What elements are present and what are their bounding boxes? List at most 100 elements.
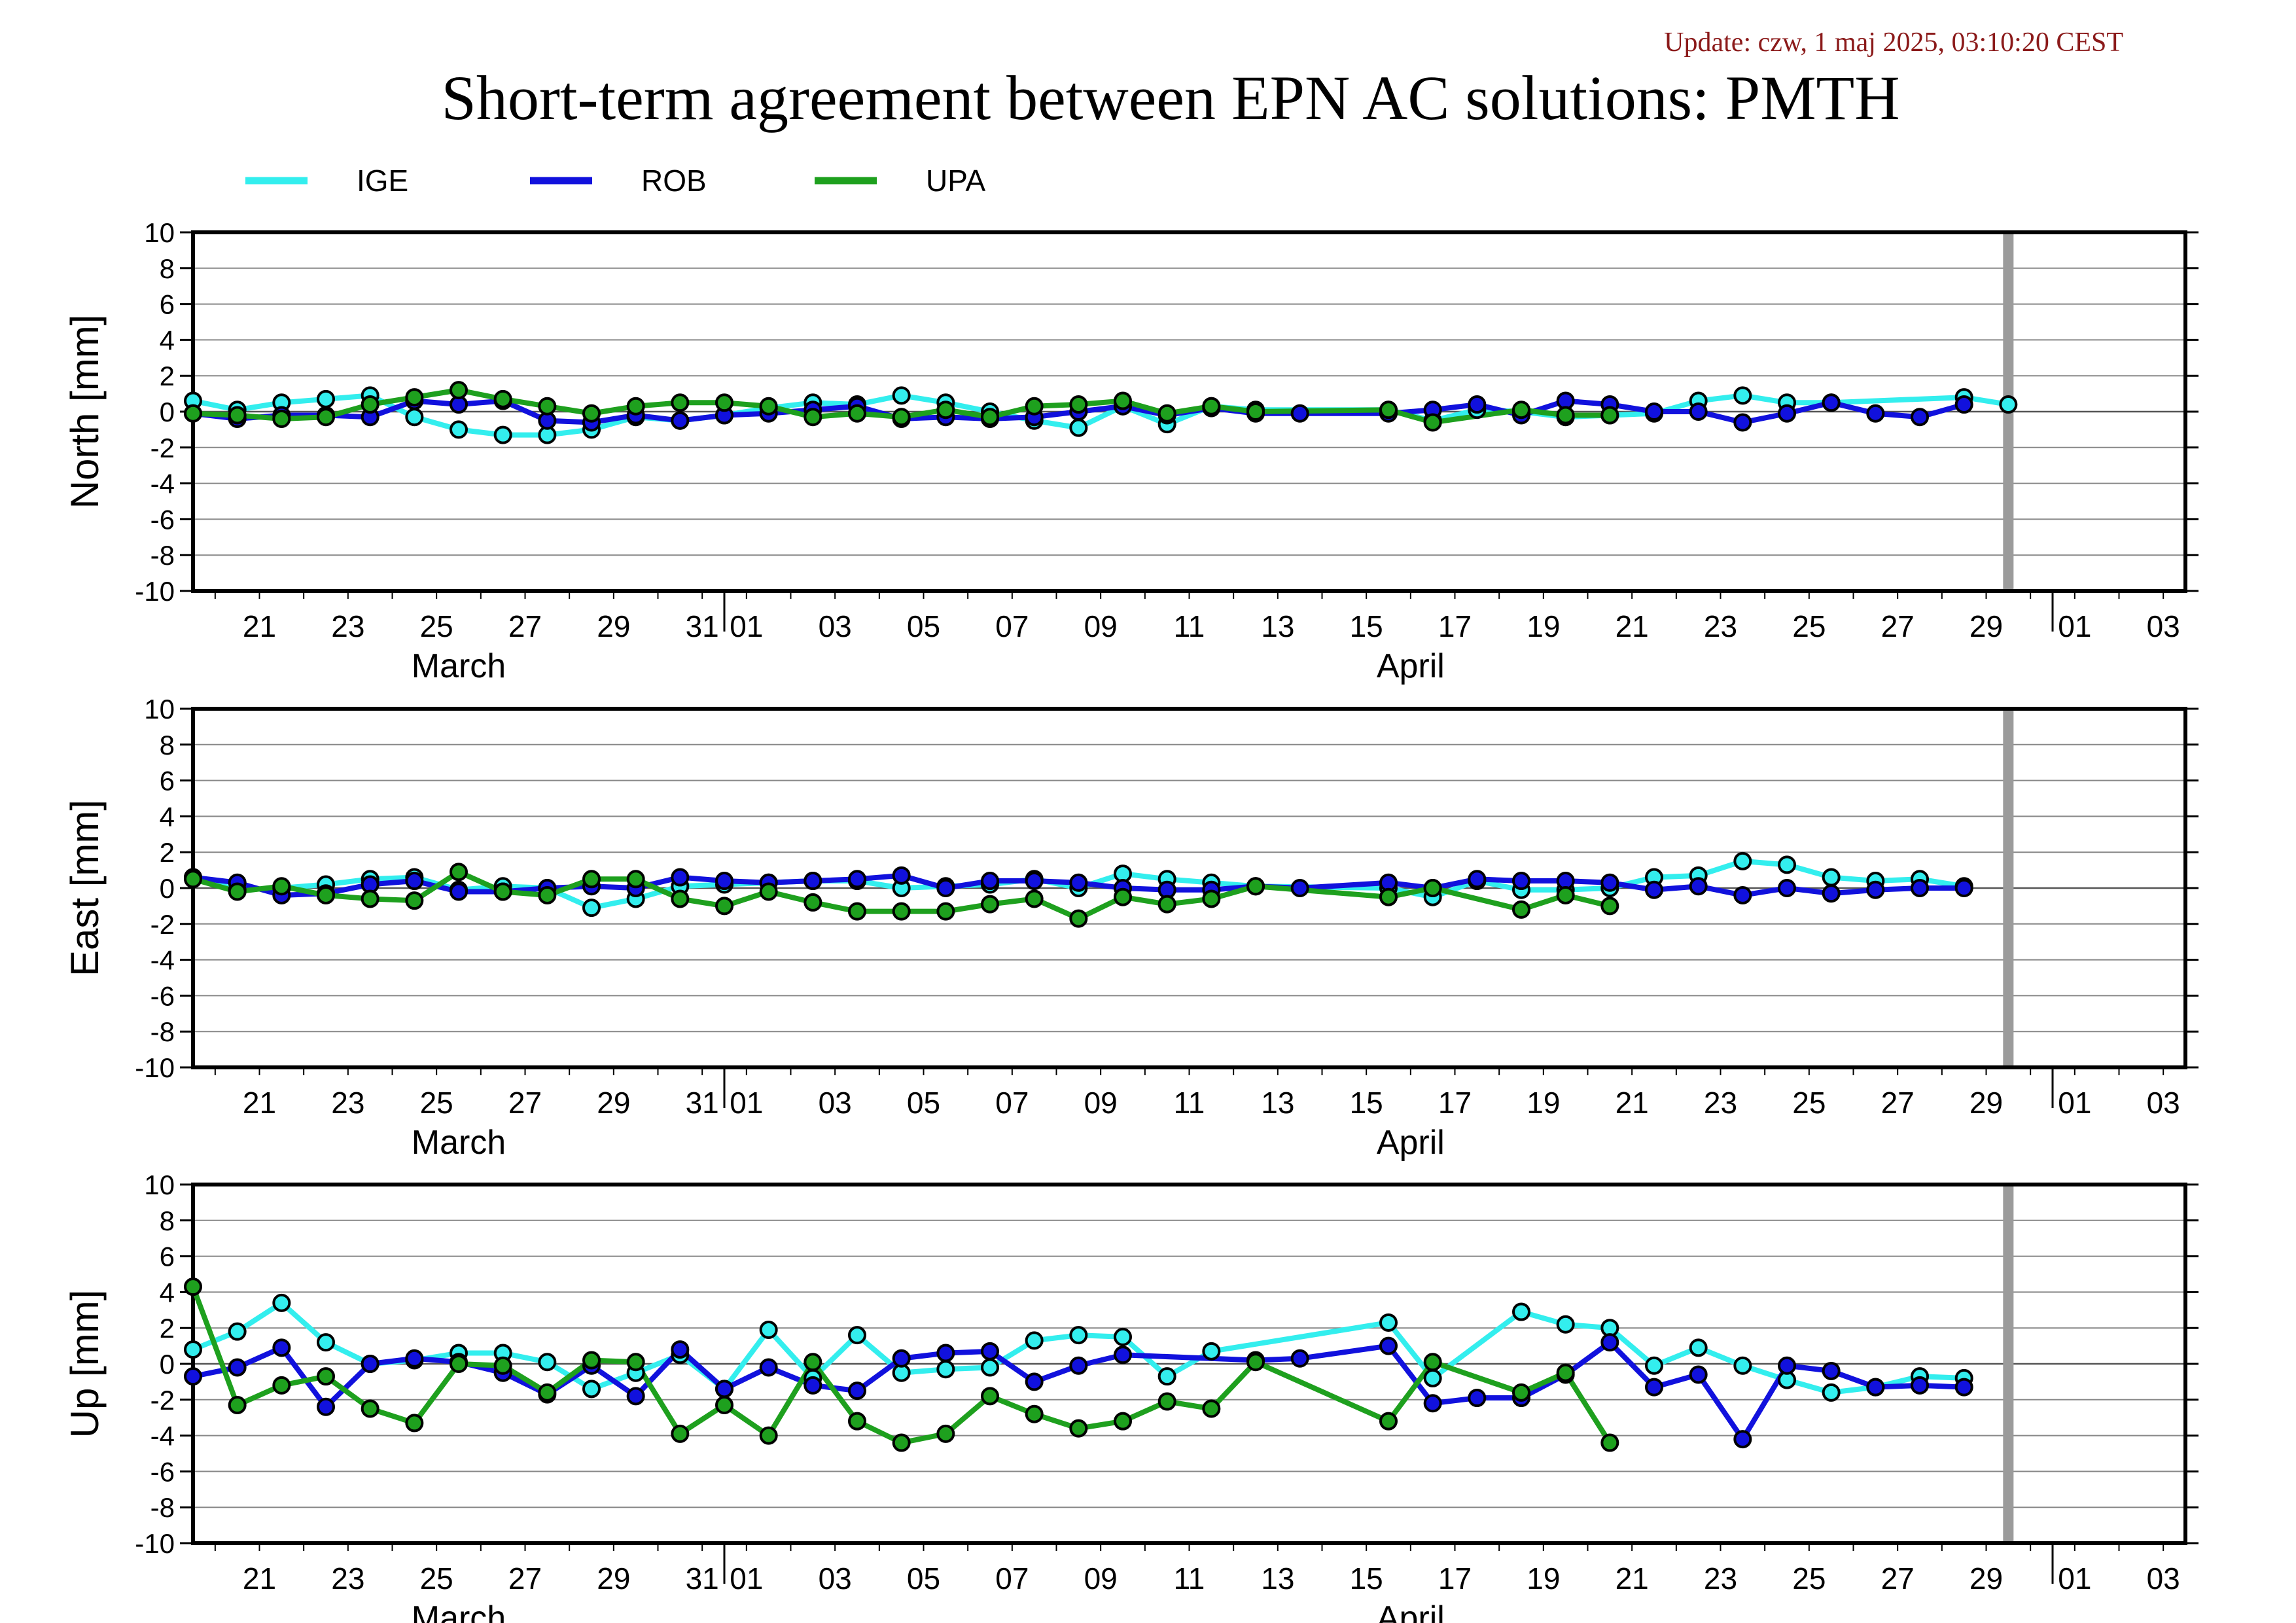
- data-point-upa: [272, 409, 291, 428]
- month-label: March: [412, 1124, 506, 1162]
- data-point-upa: [405, 1414, 424, 1433]
- y-tick-label: 8: [160, 1205, 175, 1236]
- data-point-upa: [715, 897, 733, 916]
- data-point-ige: [1069, 418, 1088, 437]
- data-point-rob: [804, 1376, 822, 1395]
- data-point-rob: [759, 1358, 778, 1377]
- data-point-upa: [1114, 887, 1132, 906]
- data-point-ige: [538, 1353, 557, 1372]
- y-tick-label: -4: [150, 469, 175, 499]
- data-point-ige: [1069, 1326, 1088, 1345]
- x-tick-label: 13: [1261, 1086, 1294, 1120]
- data-point-upa: [405, 388, 424, 407]
- data-point-ige: [1733, 386, 1752, 405]
- y-tick-label: 8: [160, 730, 175, 760]
- x-tick-label: 29: [597, 1561, 630, 1596]
- data-point-rob: [1911, 408, 1929, 427]
- x-tick-label: 21: [243, 609, 276, 643]
- data-point-upa: [538, 397, 557, 416]
- data-point-upa: [184, 404, 202, 423]
- panel-up: -10 -8 -6 -4 -2 0 2 4 6 8 10 Up [mm] 21 23 25 27 29 31 01 0…: [63, 1169, 2199, 1623]
- data-point-rob: [405, 872, 424, 891]
- data-point-ige: [317, 389, 335, 408]
- data-point-rob: [936, 879, 955, 897]
- data-point-upa: [450, 1355, 468, 1373]
- data-point-upa: [1069, 909, 1088, 928]
- x-tick-label: 01: [2058, 1086, 2091, 1120]
- update-timestamp: Update: czw, 1 maj 2025, 03:10:20 CEST: [1664, 27, 2123, 58]
- data-point-rob: [405, 1349, 424, 1368]
- data-point-rob: [892, 866, 911, 885]
- data-point-ige: [1733, 851, 1752, 870]
- y-axis-label: Up [mm]: [63, 1290, 107, 1438]
- data-point-ige: [1733, 1356, 1752, 1375]
- x-tick-label: 01: [730, 1086, 763, 1120]
- x-tick-label: 05: [907, 609, 940, 643]
- data-point-upa: [1423, 879, 1442, 897]
- data-point-upa: [272, 1376, 291, 1395]
- data-point-upa: [981, 1387, 999, 1406]
- data-point-upa: [1246, 877, 1265, 896]
- data-point-upa: [892, 408, 911, 427]
- data-point-ige: [936, 1360, 955, 1379]
- y-tick-label: 4: [160, 801, 175, 832]
- data-point-rob: [1778, 1356, 1796, 1375]
- data-point-rob: [804, 872, 822, 891]
- data-point-ige: [1423, 1368, 1442, 1387]
- data-point-rob: [272, 1338, 291, 1357]
- x-tick-label: 11: [1174, 1086, 1205, 1120]
- data-point-rob: [1379, 1336, 1398, 1355]
- data-point-rob: [1114, 1346, 1132, 1364]
- data-point-rob: [1645, 880, 1663, 899]
- x-tick-label: 25: [420, 609, 453, 643]
- data-point-upa: [1202, 1399, 1221, 1418]
- legend: IGE ROB UPA: [245, 164, 985, 198]
- data-point-upa: [1202, 397, 1221, 416]
- y-tick-label: -8: [150, 540, 175, 571]
- data-point-rob: [848, 870, 866, 889]
- data-point-upa: [493, 882, 512, 901]
- data-point-upa: [1556, 885, 1575, 904]
- data-point-upa: [405, 891, 424, 910]
- data-point-upa: [1069, 395, 1088, 414]
- x-tick-label: 29: [1969, 1086, 2003, 1120]
- x-tick-label: 31: [686, 609, 719, 643]
- data-point-upa: [1600, 897, 1619, 916]
- data-point-ige: [184, 1340, 202, 1359]
- data-point-upa: [1556, 1363, 1575, 1382]
- data-point-rob: [1778, 404, 1796, 423]
- y-tick-label: -10: [135, 1528, 175, 1559]
- data-point-upa: [1114, 1412, 1132, 1431]
- data-point-upa: [981, 408, 999, 427]
- data-point-rob: [1822, 393, 1841, 412]
- data-point-upa: [582, 1351, 601, 1370]
- data-point-rob: [1600, 873, 1619, 892]
- x-tick-label: 27: [508, 1086, 542, 1120]
- x-tick-label: 05: [907, 1086, 940, 1120]
- x-tick-label: 01: [2058, 609, 2091, 643]
- data-point-rob: [1822, 1361, 1841, 1380]
- x-tick-label: 23: [331, 1561, 364, 1596]
- data-point-rob: [1290, 879, 1309, 897]
- x-tick-label: 13: [1261, 1561, 1294, 1596]
- x-tick-label: 29: [1969, 1561, 2003, 1596]
- data-point-upa: [759, 882, 778, 901]
- data-point-upa: [184, 870, 202, 889]
- data-point-rob: [892, 1349, 911, 1368]
- data-point-rob: [1954, 1378, 1973, 1397]
- data-point-upa: [538, 885, 557, 904]
- data-point-upa: [1157, 1392, 1176, 1411]
- data-point-rob: [671, 1340, 690, 1359]
- x-tick-label: 27: [1881, 609, 1915, 643]
- x-tick-label: 15: [1350, 1561, 1383, 1596]
- data-point-upa: [450, 381, 468, 400]
- data-point-upa: [1379, 401, 1398, 419]
- data-point-upa: [1379, 887, 1398, 906]
- data-point-rob: [361, 1355, 380, 1373]
- y-tick-label: -6: [150, 980, 175, 1011]
- data-point-upa: [759, 1426, 778, 1445]
- x-tick-label: 07: [995, 1086, 1029, 1120]
- month-label: April: [1377, 1124, 1445, 1162]
- x-tick-label: 29: [597, 1086, 630, 1120]
